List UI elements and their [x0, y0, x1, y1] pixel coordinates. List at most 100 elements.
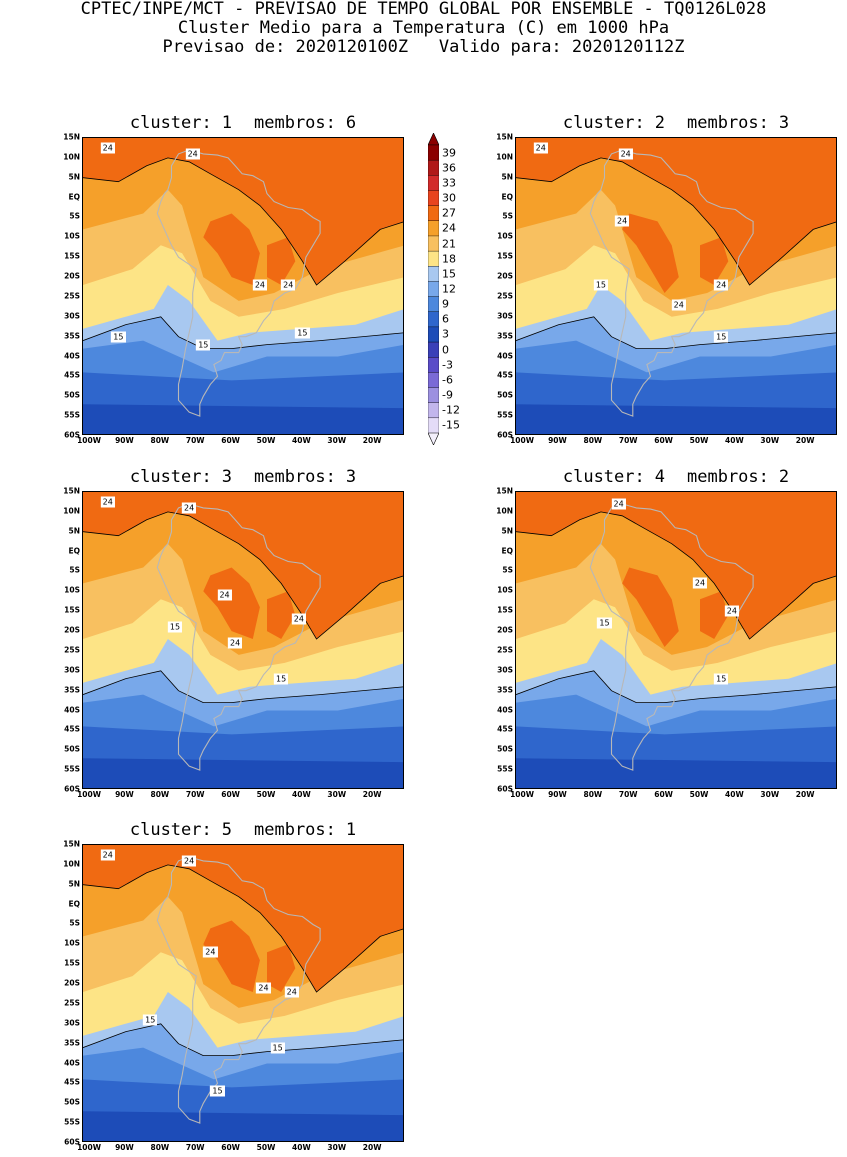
latitude-tick-label: 60S — [64, 430, 80, 440]
temperature-field — [516, 492, 836, 788]
colorbar-swatch — [428, 326, 439, 343]
longitude-tick-label: 100W — [77, 1143, 102, 1152]
contour-label: 15 — [274, 673, 289, 685]
latitude-tick-label: 55S — [64, 764, 80, 774]
latitude-tick-label: 10N — [63, 859, 80, 869]
colorbar-swatch — [428, 159, 439, 176]
temperature-band — [700, 237, 729, 285]
contour-label: 15 — [196, 339, 211, 351]
latitude-tick-label: 30S — [64, 311, 80, 321]
temperature-field — [83, 492, 403, 788]
contour-line — [83, 864, 403, 993]
panel-members-label: membros: — [254, 113, 336, 133]
temperature-map: 24 24 24 24 15 15 15 — [82, 137, 404, 435]
latitude-tick-label: 20S — [64, 271, 80, 281]
colorbar-label: -3 — [442, 358, 453, 372]
colorbar-swatch — [428, 281, 439, 298]
latitude-tick-label: 15N — [63, 839, 80, 849]
colorbar-bottom-arrow — [428, 432, 439, 445]
latitude-tick-label: 60S — [497, 430, 513, 440]
latitude-axis: 15N 10N 5N EQ 5S 10S 15S 20S 25S 30S 35S 40S 45S 50S 5… — [487, 133, 513, 440]
longitude-tick-label: 80W — [583, 436, 603, 445]
panel-cluster-number: 5 — [221, 820, 232, 840]
coastline — [156, 503, 321, 771]
latitude-tick-label: 55S — [64, 410, 80, 420]
contour-label: 15 — [111, 331, 126, 343]
longitude-tick-label: 100W — [510, 436, 535, 445]
temperature-band — [516, 138, 836, 285]
latitude-tick-label: 10S — [497, 231, 513, 241]
longitude-tick-label: 50W — [256, 790, 276, 799]
temperature-band — [622, 567, 679, 647]
latitude-tick-label: 40S — [64, 351, 80, 361]
colorbar-swatch — [428, 417, 439, 434]
longitude-axis: 100W 90W 80W 70W 60W 50W 40W 30W 20W — [77, 1143, 404, 1155]
latitude-tick-label: EQ — [68, 546, 81, 556]
latitude-tick-label: 45S — [64, 1077, 80, 1087]
contour-label: 15 — [714, 331, 729, 343]
longitude-tick-label: 70W — [185, 436, 205, 445]
temperature-band — [83, 492, 403, 639]
latitude-tick-label: 60S — [64, 784, 80, 794]
contour-label: 15 — [270, 1042, 285, 1054]
longitude-tick-label: 20W — [362, 1143, 382, 1152]
latitude-tick-label: 50S — [64, 1097, 80, 1107]
latitude-axis: 15N 10N 5N EQ 5S 10S 15S 20S 25S 30S 35S 40S 45S 50S 5… — [54, 840, 80, 1147]
colorbar-swatch — [428, 357, 439, 373]
latitude-tick-label: 45S — [497, 724, 513, 734]
longitude-tick-label: 60W — [221, 790, 240, 799]
panel-cluster-number: 2 — [654, 113, 665, 133]
colorbar-label: 39 — [442, 146, 456, 160]
temperature-band — [516, 492, 836, 639]
longitude-tick-label: 100W — [77, 790, 102, 799]
latitude-tick-label: 45S — [497, 370, 513, 380]
contour-label: 24 — [182, 502, 197, 514]
panel-members-number: 1 — [345, 820, 357, 840]
latitude-tick-label: 55S — [64, 1117, 80, 1127]
contour-line — [516, 670, 836, 703]
longitude-tick-label: 30W — [327, 436, 347, 445]
panel-members-number: 6 — [345, 113, 357, 133]
latitude-tick-label: 40S — [497, 705, 513, 715]
temperature-map: 24 24 24 24 24 15 15 15 — [82, 844, 404, 1142]
latitude-tick-label: 25S — [497, 291, 513, 301]
latitude-tick-label: 30S — [497, 665, 513, 675]
contour-label: 15 — [714, 673, 729, 685]
colorbar-label: 9 — [442, 297, 449, 311]
latitude-tick-label: 15N — [496, 132, 513, 142]
header-line-2: Cluster Medio para a Temperatura (C) em … — [177, 18, 670, 38]
temperature-field — [516, 138, 836, 434]
contour-label: 24 — [724, 605, 739, 617]
colorbar-swatch — [428, 220, 439, 237]
longitude-tick-label: 70W — [618, 790, 638, 799]
latitude-tick-label: 35S — [497, 685, 513, 695]
longitude-tick-label: 100W — [510, 790, 535, 799]
panel-members-label: membros: — [687, 113, 769, 133]
latitude-tick-label: 10N — [496, 506, 513, 516]
panel-title: cluster: 1 membros: 6 — [82, 113, 404, 133]
colorbar-label: 6 — [442, 312, 449, 326]
colorbar-label: 33 — [442, 176, 456, 190]
temperature-band — [267, 237, 296, 285]
longitude-tick-label: 20W — [795, 790, 815, 799]
latitude-tick-label: 5N — [501, 526, 514, 536]
header-line-3: Previsao de: 2020120100Z Valido para: 20… — [162, 37, 685, 57]
contour-label: 24 — [714, 279, 729, 291]
contour-line — [83, 670, 403, 703]
latitude-tick-label: 5N — [68, 526, 81, 536]
colorbar-label: 30 — [442, 191, 456, 205]
longitude-tick-label: 50W — [689, 436, 709, 445]
colorbar-swatch — [428, 372, 439, 389]
latitude-tick-label: 40S — [497, 351, 513, 361]
latitude-tick-label: 15S — [64, 958, 80, 968]
latitude-tick-label: 55S — [497, 764, 513, 774]
temperature-band — [267, 591, 296, 639]
latitude-tick-label: 10S — [64, 585, 80, 595]
temperature-band — [203, 567, 260, 639]
colorbar-label: -9 — [442, 388, 453, 402]
colorbar-swatch — [428, 266, 439, 282]
map-panel-cluster-5: cluster: 5 membros: 1 24 24 24 24 24 15 15 15 15N 10N… — [54, 820, 404, 1152]
colorbar-label: 15 — [442, 267, 456, 281]
longitude-tick-label: 20W — [795, 436, 815, 445]
latitude-tick-label: 50S — [497, 390, 513, 400]
